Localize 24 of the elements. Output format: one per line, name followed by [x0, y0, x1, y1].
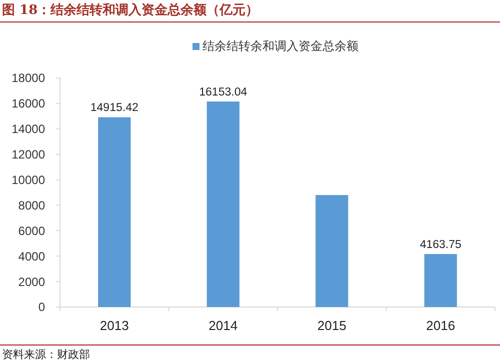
bar: [424, 254, 457, 307]
data-label: 14915.42: [90, 102, 138, 114]
x-tick-label: 2015: [317, 318, 346, 333]
y-tick-label: 4000: [18, 249, 46, 264]
chart-title: 图 18：结余结转和调入资金总余额（亿元）: [2, 2, 259, 18]
y-tick-label: 16000: [12, 96, 46, 111]
data-label: 4163.75: [420, 239, 462, 252]
data-label: 16153.04: [199, 86, 248, 98]
y-tick-label: 14000: [12, 122, 46, 136]
y-tick-label: 12000: [12, 148, 46, 162]
text: 资料来源：财政部: [2, 348, 90, 361]
x-tick-label: 2014: [208, 318, 238, 333]
y-tick-label: 6000: [18, 224, 46, 238]
y-tick-label: 2000: [18, 274, 46, 289]
y-tick-label: 0: [38, 300, 46, 314]
x-tick-label: 2013: [100, 318, 129, 333]
legend-label: 结余结转余和调入资金总余额: [202, 39, 358, 53]
bar: [206, 101, 240, 307]
x-tick-label: 2016: [426, 318, 456, 333]
y-tick-label: 18000: [12, 71, 46, 86]
bar: [98, 117, 131, 307]
y-tick-label: 10000: [12, 172, 46, 187]
y-tick-label: 8000: [18, 198, 46, 212]
bar: [316, 195, 348, 307]
